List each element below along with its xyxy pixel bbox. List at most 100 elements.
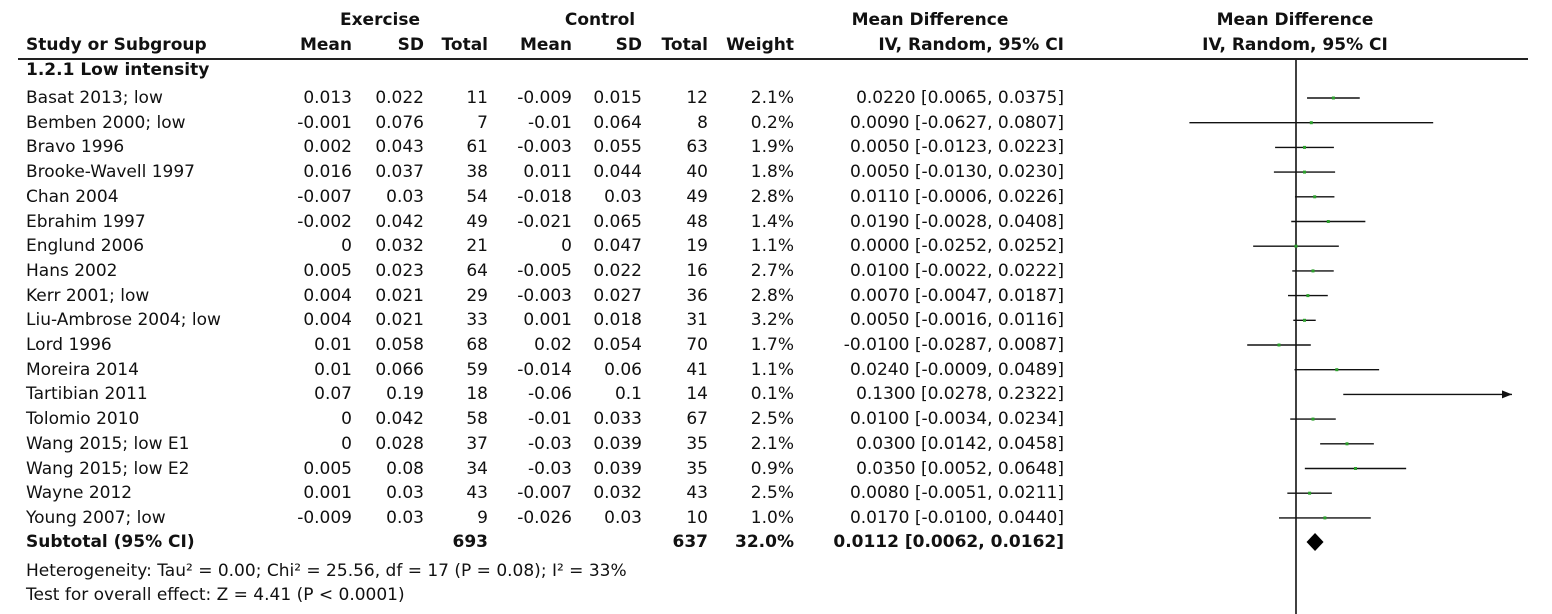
exercise-sd: 0.08 bbox=[386, 458, 424, 479]
mean-difference-ci: 0.0000 [-0.0252, 0.0252] bbox=[849, 236, 1064, 257]
control-mean: 0.001 bbox=[523, 310, 572, 331]
control-sd: 0.06 bbox=[604, 359, 642, 380]
exercise-mean: -0.002 bbox=[297, 211, 352, 232]
control-total: 35 bbox=[686, 458, 708, 479]
weight: 2.5% bbox=[750, 483, 794, 504]
mean-difference-ci: 0.0050 [-0.0016, 0.0116] bbox=[849, 310, 1064, 331]
control-total: 63 bbox=[686, 137, 708, 158]
exercise-total: 18 bbox=[466, 384, 488, 405]
plot-header-title: Mean Difference bbox=[1216, 10, 1374, 30]
point-estimate bbox=[1313, 195, 1317, 199]
exercise-sd: 0.022 bbox=[375, 88, 424, 108]
exercise-sd: 0.043 bbox=[375, 137, 424, 158]
control-sd: 0.03 bbox=[604, 186, 642, 207]
weight: 0.9% bbox=[750, 458, 794, 479]
exercise-total: 64 bbox=[466, 260, 488, 281]
exercise-total: 54 bbox=[466, 186, 488, 207]
exercise-mean: 0 bbox=[341, 409, 352, 430]
exercise-total: 9 bbox=[477, 507, 488, 528]
control-mean: 0 bbox=[561, 236, 572, 257]
weight: 1.1% bbox=[750, 236, 794, 257]
subtotal-label: Subtotal (95% CI) bbox=[26, 532, 195, 552]
point-estimate bbox=[1335, 368, 1339, 372]
exercise-mean: 0.004 bbox=[303, 285, 352, 306]
mean-difference-ci: 0.0240 [-0.0009, 0.0489] bbox=[849, 359, 1064, 380]
exercise-total: 11 bbox=[466, 88, 488, 108]
control-mean: -0.06 bbox=[528, 384, 572, 405]
exercise-sd: 0.042 bbox=[375, 409, 424, 430]
plot-subtitle: IV, Random, 95% CI bbox=[1202, 35, 1388, 55]
study-name: Lord 1996 bbox=[26, 335, 112, 355]
control-sd: 0.055 bbox=[593, 137, 642, 158]
weight: 1.9% bbox=[750, 137, 794, 158]
control-total: 40 bbox=[686, 162, 708, 183]
control-mean: -0.014 bbox=[517, 359, 572, 380]
exercise-total: 37 bbox=[466, 433, 488, 454]
control-total: 36 bbox=[686, 285, 708, 306]
control-total: 19 bbox=[686, 236, 708, 257]
control-total: 48 bbox=[686, 211, 708, 232]
study-name: Englund 2006 bbox=[26, 236, 145, 257]
ci-arrow bbox=[1502, 390, 1512, 399]
exercise-sd: 0.021 bbox=[375, 310, 424, 331]
exercise-mean: 0.013 bbox=[303, 88, 352, 108]
control-mean: 0.011 bbox=[523, 162, 572, 183]
exercise-sd: 0.032 bbox=[375, 236, 424, 257]
study-name: Hans 2002 bbox=[26, 260, 118, 281]
weight: 2.1% bbox=[750, 88, 794, 108]
exercise-total: 61 bbox=[466, 137, 488, 158]
control-total: 43 bbox=[686, 483, 708, 504]
exercise-total: 34 bbox=[466, 458, 488, 479]
exercise-mean: 0.004 bbox=[303, 310, 352, 331]
control-mean: -0.003 bbox=[517, 137, 572, 158]
weight: 3.2% bbox=[750, 310, 794, 331]
exercise-mean: 0 bbox=[341, 236, 352, 257]
mean-difference-ci: 0.0100 [-0.0022, 0.0222] bbox=[849, 260, 1064, 281]
weight: 2.8% bbox=[750, 186, 794, 207]
study-name: Wang 2015; low E2 bbox=[26, 458, 190, 479]
mean-difference-ci: 0.0070 [-0.0047, 0.0187] bbox=[849, 285, 1064, 306]
control-total: 70 bbox=[686, 335, 708, 355]
control-sd: 0.065 bbox=[593, 211, 642, 232]
exercise-mean: -0.001 bbox=[297, 112, 352, 133]
mean-difference-ci: 0.0050 [-0.0123, 0.0223] bbox=[849, 137, 1064, 158]
control-sd: 0.039 bbox=[593, 458, 642, 479]
exercise-sd: 0.03 bbox=[386, 483, 424, 504]
study-name: Bemben 2000; low bbox=[26, 112, 186, 133]
control-sd: 0.064 bbox=[593, 112, 642, 133]
point-estimate bbox=[1331, 96, 1335, 100]
exercise-total: 58 bbox=[466, 409, 488, 430]
mean-difference-ci: 0.0110 [-0.0006, 0.0226] bbox=[849, 186, 1064, 207]
control-sd: 0.022 bbox=[593, 260, 642, 281]
point-estimate bbox=[1303, 145, 1306, 149]
study-name: Chan 2004 bbox=[26, 186, 119, 207]
subtotal-total-exercise: 693 bbox=[452, 532, 489, 552]
control-total: 49 bbox=[686, 186, 708, 207]
exercise-mean: 0.005 bbox=[303, 458, 352, 479]
exercise-sd: 0.066 bbox=[375, 359, 424, 380]
exercise-mean: 0.002 bbox=[303, 137, 352, 158]
exercise-sd: 0.058 bbox=[375, 335, 424, 355]
study-name: Moreira 2014 bbox=[26, 359, 139, 380]
weight: 0.2% bbox=[750, 112, 794, 133]
mean-difference-ci: 0.0190 [-0.0028, 0.0408] bbox=[849, 211, 1064, 232]
exercise-sd: 0.023 bbox=[375, 260, 424, 281]
mean-difference-ci: 0.0300 [0.0142, 0.0458] bbox=[856, 433, 1064, 454]
study-name: Young 2007; low bbox=[26, 507, 166, 528]
mean-difference-ci: -0.0100 [-0.0287, 0.0087] bbox=[843, 335, 1064, 355]
study-name: Bravo 1996 bbox=[26, 137, 125, 158]
md-header-title: Mean Difference bbox=[851, 10, 1009, 30]
control-mean: 0.02 bbox=[534, 335, 572, 355]
weight: 2.7% bbox=[750, 260, 794, 281]
point-estimate bbox=[1326, 220, 1330, 223]
control-total: 8 bbox=[697, 112, 708, 133]
control-mean: -0.021 bbox=[517, 211, 572, 232]
control-mean: -0.009 bbox=[517, 88, 572, 108]
exercise-group-header: Exercise bbox=[339, 10, 421, 30]
study-name: Tolomio 2010 bbox=[26, 409, 140, 430]
col-sd-control: SD bbox=[615, 35, 642, 55]
weight: 0.1% bbox=[750, 384, 794, 405]
subgroup-label: 1.2.1 Low intensity bbox=[26, 60, 210, 80]
mean-difference-ci: 0.0090 [-0.0627, 0.0807] bbox=[849, 112, 1064, 133]
subtotal-total-control: 637 bbox=[672, 532, 709, 552]
